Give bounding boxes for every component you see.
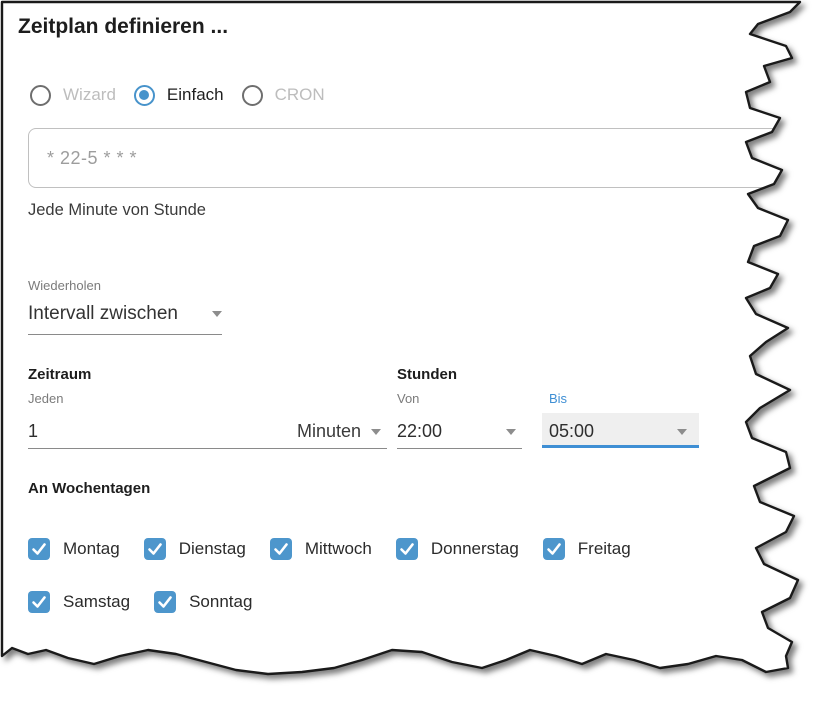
repeat-select-value: Intervall zwischen [28, 303, 178, 324]
day-label: Dienstag [178, 539, 246, 558]
jeden-label: Jeden [28, 391, 64, 406]
von-label: Von [397, 391, 420, 406]
day-label: Samstag [63, 592, 131, 611]
day-label: Freitag [577, 539, 631, 558]
interval-value-input[interactable]: 1 [28, 421, 39, 441]
interval-unit-select[interactable]: Minuten [297, 421, 381, 442]
radio-label-cron: CRON [274, 85, 325, 104]
radio-option-einfach[interactable]: Einfach [133, 84, 224, 106]
bis-select-focused[interactable]: 05:00 [542, 413, 699, 448]
schedule-description: Jede Minute von Stunde [28, 201, 206, 219]
checkbox-dienstag[interactable]: Dienstag [143, 538, 246, 560]
day-label: Mittwoch [304, 539, 372, 558]
checkbox-donnerstag[interactable]: Donnerstag [395, 538, 519, 560]
checkbox-checked-icon[interactable] [542, 538, 565, 560]
weekdays-header: An Wochentagen [28, 480, 151, 497]
chevron-down-icon [371, 428, 381, 435]
interval-field[interactable]: 1 Minuten [28, 413, 387, 449]
checkbox-checked-icon[interactable] [269, 538, 292, 560]
checkbox-mittwoch[interactable]: Mittwoch [269, 538, 372, 560]
von-group: Von 22:00 [397, 384, 522, 449]
radio-option-cron[interactable]: CRON [241, 84, 325, 106]
weekday-checkbox-group: Montag Dienstag Mittwoch Donnerstag Frei… [28, 538, 752, 613]
checkbox-montag[interactable]: Montag [28, 538, 120, 560]
stunden-header: Stunden [397, 366, 457, 383]
checkbox-checked-icon[interactable] [28, 591, 50, 613]
zeitraum-column: Zeitraum Jeden 1 Minuten [28, 366, 387, 449]
von-select[interactable]: 22:00 [397, 413, 522, 449]
cron-expression-input[interactable] [28, 128, 800, 188]
bis-value: 05:00 [549, 421, 595, 441]
checkbox-sonntag[interactable]: Sonntag [154, 591, 252, 613]
chevron-down-icon [212, 310, 222, 317]
period-section: Zeitraum Jeden 1 Minuten Stunden Von [28, 366, 800, 449]
von-value: 22:00 [397, 421, 443, 441]
chevron-down-icon [677, 428, 687, 435]
checkbox-checked-icon[interactable] [395, 538, 418, 560]
dialog-title: Zeitplan definieren ... [18, 15, 229, 38]
interval-unit-value: Minuten [296, 421, 361, 441]
repeat-label: Wiederholen [28, 278, 101, 293]
radio-label-einfach: Einfach [166, 85, 224, 104]
radio-option-wizard[interactable]: Wizard [30, 84, 116, 106]
chevron-down-icon [506, 428, 516, 435]
checkbox-checked-icon[interactable] [28, 538, 50, 560]
day-label: Donnerstag [430, 539, 519, 558]
schedule-dialog: Zeitplan definieren ... Wizard Einfach C… [18, 15, 800, 613]
repeat-select[interactable]: Intervall zwischen [28, 302, 222, 335]
radio-icon-cron[interactable] [241, 84, 263, 106]
mode-radio-group: Wizard Einfach CRON [30, 84, 800, 106]
bis-group: Bis 05:00 [542, 384, 699, 449]
checkbox-checked-icon[interactable] [154, 591, 177, 613]
radio-icon-wizard[interactable] [30, 84, 51, 106]
radio-label-wizard: Wizard [63, 85, 116, 104]
checkbox-checked-icon[interactable] [143, 538, 166, 560]
radio-icon-einfach-selected[interactable] [133, 84, 155, 106]
day-label: Sonntag [189, 592, 253, 611]
torn-screenshot-sheet: Zeitplan definieren ... Wizard Einfach C… [0, 0, 802, 676]
day-label: Montag [63, 539, 120, 558]
checkbox-samstag[interactable]: Samstag [28, 591, 130, 613]
checkbox-freitag[interactable]: Freitag [542, 538, 631, 560]
stunden-column: Stunden Von 22:00 Bis 05:00 [397, 366, 699, 449]
bis-label: Bis [549, 391, 568, 406]
zeitraum-header: Zeitraum [28, 366, 92, 383]
